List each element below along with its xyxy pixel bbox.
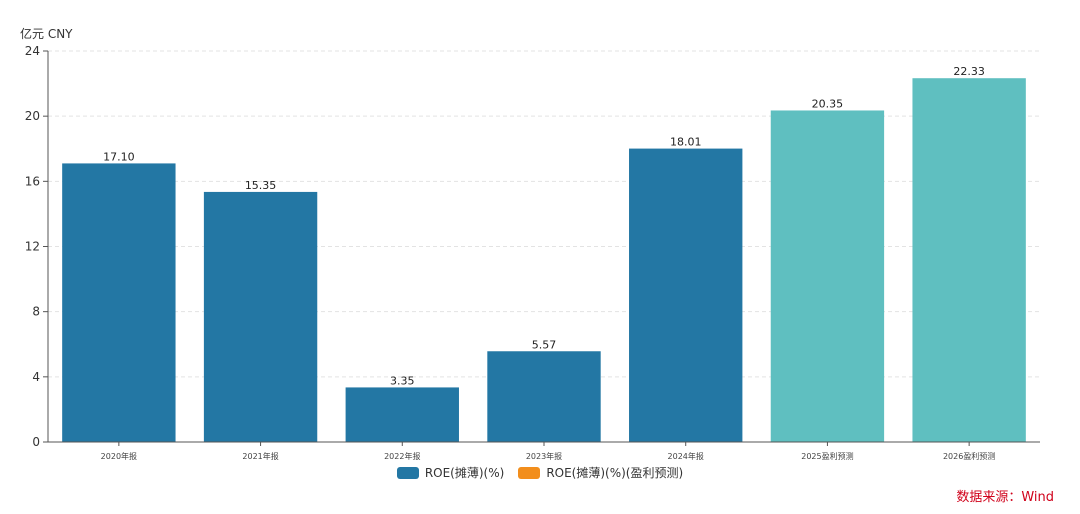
bar-2021年报[interactable] — [203, 191, 318, 442]
x-tick-label: 2022年报 — [384, 451, 420, 461]
legend-label-actual: ROE(摊薄)(%) — [424, 466, 505, 480]
legend-item-actual[interactable]: ROE(摊薄)(%) — [396, 464, 505, 481]
y-tick-label: 20 — [25, 109, 40, 123]
legend-swatch-actual — [396, 466, 419, 479]
x-tick-label: 2023年报 — [526, 451, 562, 461]
x-tick-label: 2025盈利预测 — [801, 451, 853, 461]
bar-value-label: 22.33 — [953, 65, 985, 78]
legend: ROE(摊薄)(%) ROE(摊薄)(%)(盈利预测) — [0, 464, 1080, 481]
x-tick-label: 2024年报 — [668, 451, 704, 461]
bar-2023年报[interactable] — [487, 351, 601, 442]
y-tick-label: 0 — [32, 435, 40, 449]
grid-lines — [48, 50, 1040, 378]
y-axis-unit-label: 亿元 CNY — [20, 27, 73, 41]
legend-swatch-forecast — [518, 466, 541, 479]
bar-2020年报[interactable] — [62, 163, 176, 442]
x-tick-label: 2021年报 — [242, 451, 278, 461]
bar-value-label: 15.35 — [245, 179, 277, 192]
y-tick-label: 16 — [25, 174, 40, 188]
x-tick-label: 2026盈利预测 — [943, 451, 995, 461]
y-tick-label: 4 — [32, 370, 40, 384]
y-tick-label: 12 — [25, 240, 40, 254]
bar-value-label: 3.35 — [390, 374, 415, 387]
bar-2022年报[interactable] — [345, 387, 459, 442]
bar-2025盈利预测[interactable] — [770, 110, 885, 442]
legend-item-forecast[interactable]: ROE(摊薄)(%)(盈利预测) — [518, 464, 683, 481]
bar-value-label: 18.01 — [670, 136, 702, 149]
bar-value-label: 5.57 — [532, 338, 557, 351]
bars: 17.10 15.35 3.35 5.57 18.01 20.35 22.33 — [62, 65, 1026, 442]
bar-value-label: 17.10 — [103, 150, 135, 163]
bar-2026盈利预测[interactable] — [912, 78, 1026, 442]
y-tick-label: 8 — [32, 305, 40, 319]
legend-label-forecast: ROE(摊薄)(%)(盈利预测) — [546, 466, 684, 480]
x-tick-label: 2020年报 — [101, 451, 137, 461]
y-axis: 0 4 8 12 16 20 24 — [25, 44, 49, 449]
bar-2024年报[interactable] — [629, 148, 743, 442]
data-source-note: 数据来源：Wind — [956, 490, 1054, 505]
x-axis: 2020年报 2021年报 2022年报 2023年报 2024年报 2025盈利预测 20… — [48, 441, 1040, 461]
y-tick-label: 24 — [25, 44, 40, 58]
bar-value-label: 20.35 — [812, 97, 844, 110]
